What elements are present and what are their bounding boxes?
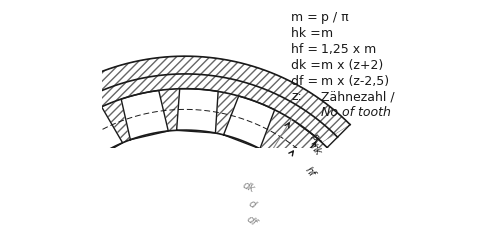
- Text: df =: df =: [292, 74, 318, 88]
- Polygon shape: [0, 166, 59, 227]
- Text: hf =: hf =: [292, 42, 318, 56]
- Text: m: m: [321, 26, 333, 40]
- Text: No of tooth: No of tooth: [321, 106, 391, 120]
- Text: hk =: hk =: [292, 26, 321, 40]
- Text: m x (z-2,5): m x (z-2,5): [321, 74, 389, 88]
- Text: Zähnezahl /: Zähnezahl /: [321, 90, 394, 104]
- Polygon shape: [176, 89, 218, 133]
- Text: dk =: dk =: [292, 58, 322, 71]
- Text: d: d: [246, 198, 257, 210]
- Text: 1,25 x m: 1,25 x m: [321, 42, 376, 56]
- Polygon shape: [121, 90, 168, 140]
- Text: p: p: [309, 131, 321, 142]
- Text: p / π: p / π: [321, 11, 348, 24]
- Text: dk: dk: [241, 180, 257, 195]
- Text: df: df: [244, 214, 258, 228]
- Text: m =: m =: [292, 11, 318, 24]
- Text: hf: hf: [304, 165, 317, 178]
- Text: hk: hk: [308, 142, 324, 158]
- Polygon shape: [224, 96, 274, 149]
- Polygon shape: [14, 56, 350, 152]
- Text: z:: z:: [292, 90, 302, 104]
- Polygon shape: [68, 107, 122, 162]
- Polygon shape: [26, 89, 334, 192]
- Text: m x (z+2): m x (z+2): [321, 58, 383, 71]
